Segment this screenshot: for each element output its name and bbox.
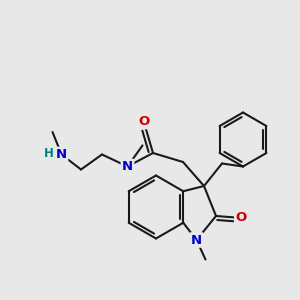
Text: N: N xyxy=(191,233,202,247)
Text: N: N xyxy=(56,148,67,161)
Text: H: H xyxy=(44,146,54,160)
Text: N: N xyxy=(122,160,133,173)
Text: O: O xyxy=(138,115,150,128)
Text: O: O xyxy=(235,211,247,224)
